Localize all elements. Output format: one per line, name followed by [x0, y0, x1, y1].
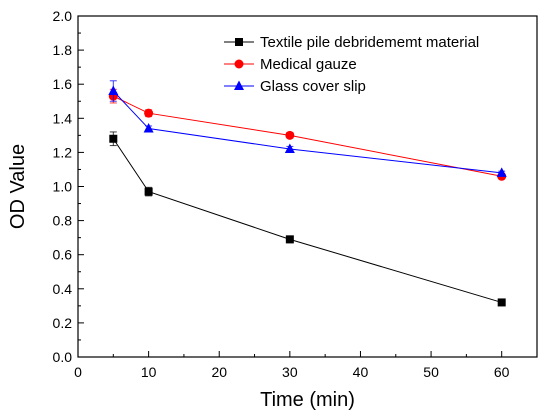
data-point	[144, 187, 153, 196]
series-line	[112, 138, 502, 303]
series-line	[113, 95, 502, 177]
y-tick-label: 1.0	[53, 179, 73, 195]
x-axis-title: Time (min)	[260, 389, 355, 411]
data-point	[108, 85, 119, 96]
x-tick-label: 10	[141, 364, 157, 380]
y-tick-label: 1.2	[53, 144, 73, 160]
data-point	[496, 167, 507, 177]
data-point	[285, 235, 294, 244]
legend-marker	[234, 80, 244, 90]
y-tick-label: 1.6	[53, 76, 73, 92]
data-point	[284, 143, 295, 153]
legend: Textile pile debridememt material Medical…	[224, 34, 479, 95]
x-tick-label: 0	[74, 364, 82, 380]
legend-marker	[234, 59, 244, 69]
x-tick-label: 30	[282, 364, 298, 380]
y-tick-label: 1.4	[53, 110, 73, 126]
y-tick-label: 0.2	[53, 315, 73, 331]
legend-label: Glass cover slip	[260, 78, 366, 95]
series-triangle	[108, 80, 507, 177]
y-tick-label: 0.6	[53, 247, 73, 263]
y-tick-label: 2.0	[53, 8, 73, 24]
legend-marker	[235, 38, 243, 46]
data-point	[497, 298, 506, 307]
data-point	[144, 108, 154, 118]
data-point	[143, 123, 154, 133]
y-tick-label: 0.0	[53, 349, 73, 365]
y-tick-label: 1.8	[53, 42, 73, 58]
legend-label: Medical gauze	[260, 56, 357, 73]
series-circle	[108, 88, 507, 181]
x-tick-label: 40	[353, 364, 369, 380]
y-tick-label: 0.8	[53, 213, 73, 229]
y-tick-label: 0.4	[53, 281, 73, 297]
series-square	[109, 131, 506, 307]
legend-label: Textile pile debridememt material	[260, 34, 479, 51]
y-axis-title: OD Value	[7, 144, 29, 229]
x-tick-label: 50	[423, 364, 439, 380]
data-point	[109, 134, 118, 143]
x-tick-label: 20	[211, 364, 227, 380]
data-point	[285, 130, 295, 140]
series-line	[112, 90, 502, 174]
x-tick-label: 60	[494, 364, 510, 380]
